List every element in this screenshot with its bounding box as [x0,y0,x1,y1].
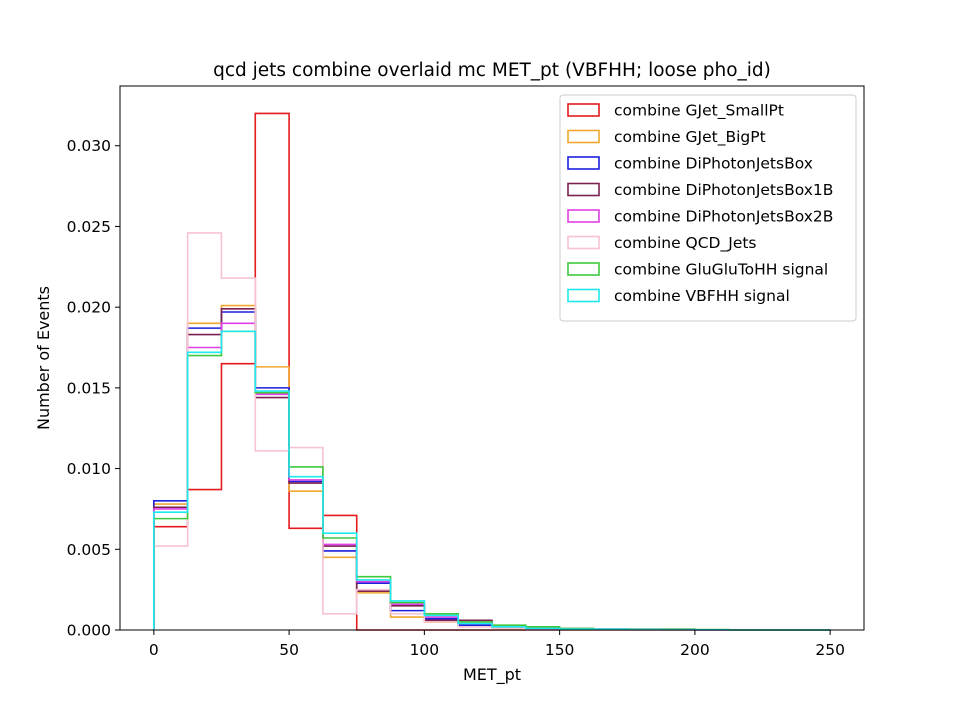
legend-label-7: combine GluGluToHH signal [614,261,828,279]
x-tick-label: 100 [410,641,440,659]
legend-label-1: combine GJet_SmallPt [614,102,784,121]
legend-label-8: combine VBFHH signal [614,287,790,305]
x-tick-label: 200 [680,641,710,659]
series-step-line-8 [153,330,831,631]
y-axis-label: Number of Events [34,286,53,430]
plot-frame [119,85,865,631]
y-tick-label: 0.000 [67,622,111,640]
legend-box [559,94,857,322]
x-axis-label: MET_pt [463,665,521,685]
legend-swatch-3 [567,156,600,170]
legend-swatch-8 [567,288,600,303]
y-tick-label: 0.030 [67,137,111,155]
legend-swatch-1 [567,103,600,117]
x-tick-label: 50 [279,641,299,659]
legend-label-3: combine DiPhotonJetsBox [614,155,813,173]
chart-title: qcd jets combine overlaid mc MET_pt (VBF… [213,60,771,81]
legend-swatch-2 [567,129,600,144]
y-tick-label: 0.015 [67,379,111,397]
legend-swatch-5 [567,209,600,223]
y-tick-label: 0.020 [67,299,111,317]
legend-swatch-6 [567,235,600,250]
y-tick-label: 0.025 [67,218,111,236]
legend-swatch-7 [567,262,600,276]
legend-label-6: combine QCD_Jets [614,234,757,253]
x-tick-label: 250 [815,641,845,659]
y-axis: 0.000 0.005 0.010 0.015 0.020 0.025 0.030 [67,137,120,640]
plot-area [119,85,865,631]
legend-swatch-4 [567,182,600,197]
x-tick-label: 0 [149,641,159,659]
x-tick-label: 150 [545,641,575,659]
legend-label-5: combine DiPhotonJetsBox2B [614,208,833,226]
legend-label-4: combine DiPhotonJetsBox1B [614,181,833,199]
y-tick-label: 0.005 [67,541,111,559]
x-axis: 0 50 100 150 200 250 [149,630,845,659]
y-tick-label: 0.010 [67,460,111,478]
legend-label-2: combine GJet_BigPt [614,128,766,147]
